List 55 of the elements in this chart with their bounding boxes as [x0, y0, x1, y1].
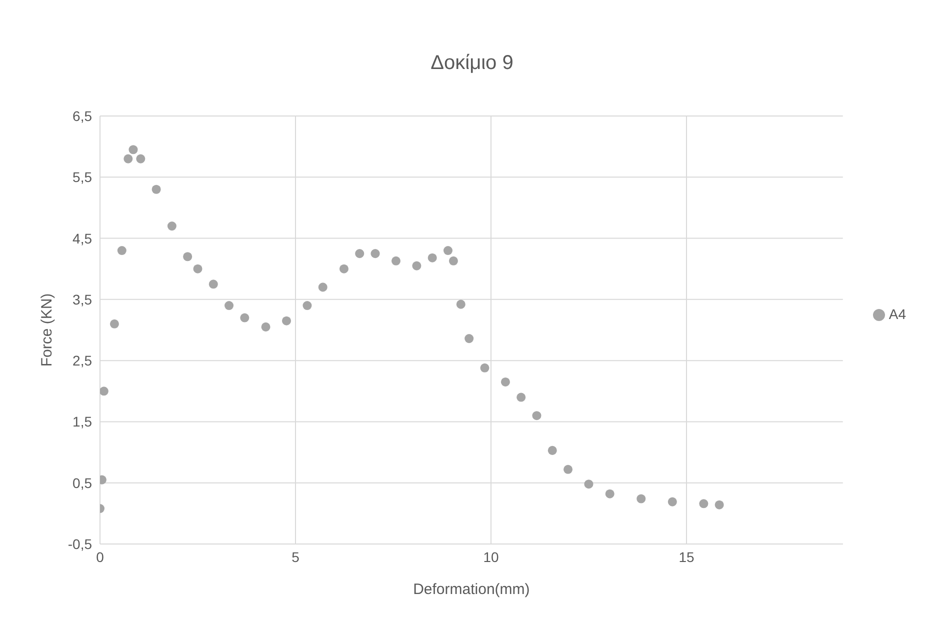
point	[261, 322, 270, 332]
point	[240, 313, 250, 322]
point	[548, 446, 557, 455]
point	[532, 411, 542, 420]
chart-title: Δοκίμιο 9	[430, 52, 514, 75]
point	[443, 246, 452, 256]
point	[117, 246, 126, 256]
y-tick-label: 1,5	[72, 414, 92, 430]
y-axis-title: Force (KN)	[38, 293, 56, 367]
point	[500, 377, 510, 386]
point	[339, 264, 348, 274]
point	[699, 499, 708, 508]
point	[318, 282, 328, 292]
point	[605, 489, 614, 498]
x-axis-title: Deformation(mm)	[413, 581, 530, 598]
y-tick-label: 2,5	[72, 352, 92, 369]
point	[714, 500, 724, 510]
point	[110, 319, 119, 328]
point	[480, 363, 490, 372]
y-tick-label: 5,5	[72, 169, 92, 186]
y-tick-label: 6,5	[72, 108, 92, 124]
point	[124, 154, 133, 164]
y-tick-label: 0,5	[72, 474, 92, 491]
point	[412, 261, 422, 270]
point	[100, 386, 108, 396]
point	[282, 316, 292, 326]
point	[355, 249, 364, 258]
x-tick-label: 10	[483, 548, 499, 565]
point	[128, 145, 138, 154]
point	[428, 253, 437, 262]
point	[152, 184, 161, 194]
point	[563, 464, 573, 474]
y-tick-label: 3,5	[72, 291, 92, 308]
point	[391, 256, 400, 266]
point	[136, 154, 146, 164]
y-tick-label: -0,5	[68, 536, 92, 552]
point	[584, 480, 594, 489]
y-tick-label: 4,5	[72, 230, 92, 246]
point	[448, 256, 458, 266]
point	[167, 222, 176, 231]
point	[668, 497, 677, 506]
point	[224, 301, 234, 310]
x-tick-label: 5	[292, 548, 300, 565]
point	[302, 301, 312, 310]
point	[370, 249, 380, 258]
point	[636, 494, 646, 504]
x-tick-label: 0	[96, 548, 104, 565]
point	[456, 300, 466, 309]
point	[193, 264, 202, 274]
point	[183, 252, 192, 262]
point	[208, 280, 218, 289]
x-tick-label: 15	[678, 548, 694, 565]
point	[464, 334, 474, 344]
point	[516, 392, 526, 402]
legend-label: A4	[888, 306, 906, 322]
